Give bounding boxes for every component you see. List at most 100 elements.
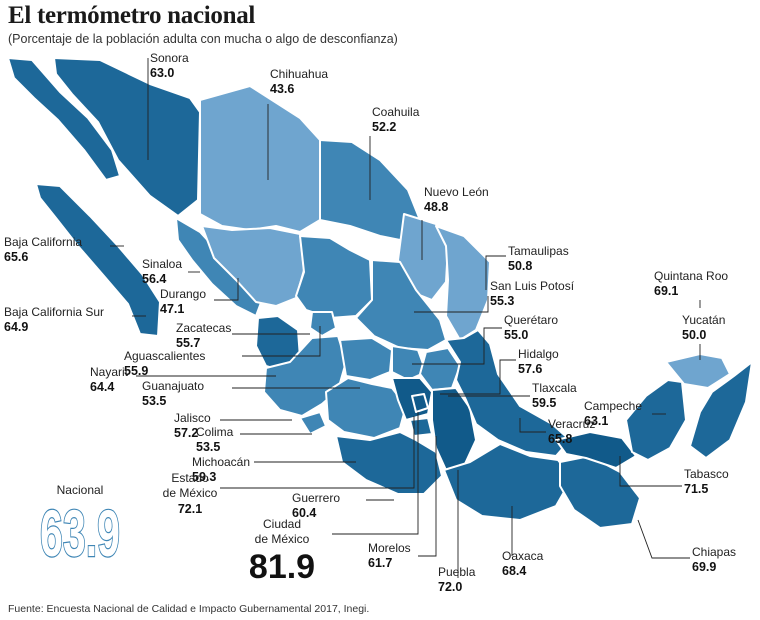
state-shape-colima	[299, 411, 327, 435]
leader-ciudad-de-mexico	[332, 412, 419, 535]
leader-hidalgo	[440, 359, 516, 395]
state-value-nuevo-leon: 48.8	[424, 200, 448, 214]
state-value-zacatecas: 55.7	[176, 336, 200, 350]
state-value-chiapas: 69.9	[692, 560, 716, 574]
state-value-baja-california: 65.6	[4, 250, 28, 264]
national-value: 63.9	[40, 496, 120, 570]
state-value-tlaxcala: 59.5	[532, 396, 556, 410]
state-value-san-luis-potosi: 55.3	[490, 294, 514, 308]
state-name-estado: Estado	[171, 471, 209, 485]
state-name-de-mexico-edo: de México	[163, 486, 218, 500]
state-value-chihuahua: 43.6	[270, 82, 294, 96]
state-name-nuevo-leon: Nuevo León	[424, 185, 489, 199]
state-name-durango: Durango	[160, 287, 206, 301]
state-shape-aguascalientes	[309, 311, 337, 337]
state-name-jalisco: Jalisco	[174, 411, 211, 425]
leader-durango	[214, 278, 239, 301]
state-name-yucatan: Yucatán	[682, 313, 725, 327]
state-value-tabasco: 71.5	[684, 482, 708, 496]
state-value-sinaloa: 56.4	[142, 272, 166, 286]
leader-tamaulipas	[485, 255, 506, 290]
state-name-baja-california-sur: Baja California Sur	[4, 305, 104, 319]
state-name-tlaxcala: Tlaxcala	[532, 381, 577, 395]
state-name-guanajuato: Guanajuato	[142, 379, 204, 393]
state-shape-sonora	[53, 57, 201, 217]
state-name-zacatecas: Zacatecas	[176, 321, 231, 335]
state-name-veracruz: Veracruz	[548, 417, 595, 431]
state-name-de-mexico: de México	[255, 532, 310, 546]
state-name-chihuahua: Chihuahua	[270, 67, 328, 81]
state-name-colima: Colima	[196, 425, 234, 439]
state-value-puebla: 72.0	[438, 580, 462, 594]
state-value-morelos: 61.7	[368, 556, 392, 570]
state-shape-san-luis-potosi	[355, 259, 447, 351]
leader-veracruz	[519, 418, 546, 433]
state-shape-tabasco	[555, 431, 637, 469]
state-value-campeche: 63.1	[584, 414, 608, 428]
state-name-puebla: Puebla	[438, 565, 476, 579]
state-shape-chiapas	[559, 455, 641, 529]
state-shape-campeche	[625, 379, 687, 461]
state-name-tamaulipas: Tamaulipas	[508, 244, 569, 258]
state-value-hidalgo: 57.6	[518, 362, 542, 376]
state-name-aguascalientes: Aguascalientes	[124, 349, 205, 363]
leader-san-luis-potosi	[414, 296, 489, 313]
state-name-queretaro: Querétaro	[504, 313, 558, 327]
state-shape-queretaro	[391, 345, 427, 381]
state-name-oaxaca: Oaxaca	[502, 549, 544, 563]
state-value-oaxaca: 68.4	[502, 564, 526, 578]
state-value-yucatan: 50.0	[682, 328, 706, 342]
state-name-quintana-roo: Quintana Roo	[654, 269, 728, 283]
state-name-morelos: Morelos	[368, 541, 411, 555]
state-shape-zacatecas	[295, 235, 373, 319]
state-shape-guanajuato	[339, 337, 393, 381]
state-value-guerrero: 60.4	[292, 506, 316, 520]
leader-lines	[110, 58, 701, 578]
state-value-colima: 53.5	[196, 440, 220, 454]
state-name-coahuila: Coahuila	[372, 105, 420, 119]
state-name-chiapas: Chiapas	[692, 545, 736, 559]
state-name-ciudad: Ciudad	[263, 517, 301, 531]
state-value-ciudad-de-mexico: 81.9	[249, 548, 315, 586]
state-shape-durango	[201, 225, 305, 307]
state-shape-baja-california-sur	[35, 183, 161, 337]
state-value-estado-de-mexico: 72.1	[178, 502, 202, 516]
state-value-veracruz: 65.8	[548, 432, 572, 446]
leader-chiapas	[637, 519, 690, 559]
leader-estado-de-mexico	[220, 416, 415, 489]
state-shape-michoacan	[325, 377, 407, 439]
chart-title: El termómetro nacional	[8, 2, 256, 29]
state-name-san-luis-potosi: San Luis Potosí	[490, 279, 575, 293]
state-value-durango: 47.1	[160, 302, 184, 316]
state-name-michoacan: Michoacán	[192, 455, 250, 469]
chart-subtitle: (Porcentaje de la población adulta con m…	[8, 32, 398, 46]
state-shape-guerrero	[335, 431, 443, 495]
source-note: Fuente: Encuesta Nacional de Calidad e I…	[8, 603, 370, 615]
national-label: Nacional	[57, 483, 104, 497]
state-value-tamaulipas: 50.8	[508, 259, 532, 273]
state-value-sonora: 63.0	[150, 66, 174, 80]
state-name-tabasco: Tabasco	[684, 467, 729, 481]
state-shape-chihuahua	[199, 85, 321, 233]
leader-queretaro	[412, 327, 502, 365]
state-name-guerrero: Guerrero	[292, 491, 340, 505]
leader-tabasco	[619, 456, 682, 487]
state-shape-quintana-roo	[689, 361, 753, 459]
state-name-sinaloa: Sinaloa	[142, 257, 182, 271]
state-value-coahuila: 52.2	[372, 120, 396, 134]
state-name-nayarit: Nayarit	[90, 365, 129, 379]
leader-aguascalientes	[242, 326, 321, 357]
state-value-queretaro: 55.0	[504, 328, 528, 342]
state-name-baja-california: Baja California	[4, 235, 82, 249]
state-name-sonora: Sonora	[150, 51, 189, 65]
state-value-quintana-roo: 69.1	[654, 284, 678, 298]
state-shape-morelos	[409, 417, 433, 437]
state-value-jalisco: 57.2	[174, 426, 198, 440]
state-value-guanajuato: 53.5	[142, 394, 166, 408]
state-value-nayarit: 64.4	[90, 380, 114, 394]
leader-morelos	[418, 436, 437, 557]
state-shape-ciudad-de-mexico	[411, 393, 429, 413]
state-value-aguascalientes: 55.9	[124, 364, 148, 378]
